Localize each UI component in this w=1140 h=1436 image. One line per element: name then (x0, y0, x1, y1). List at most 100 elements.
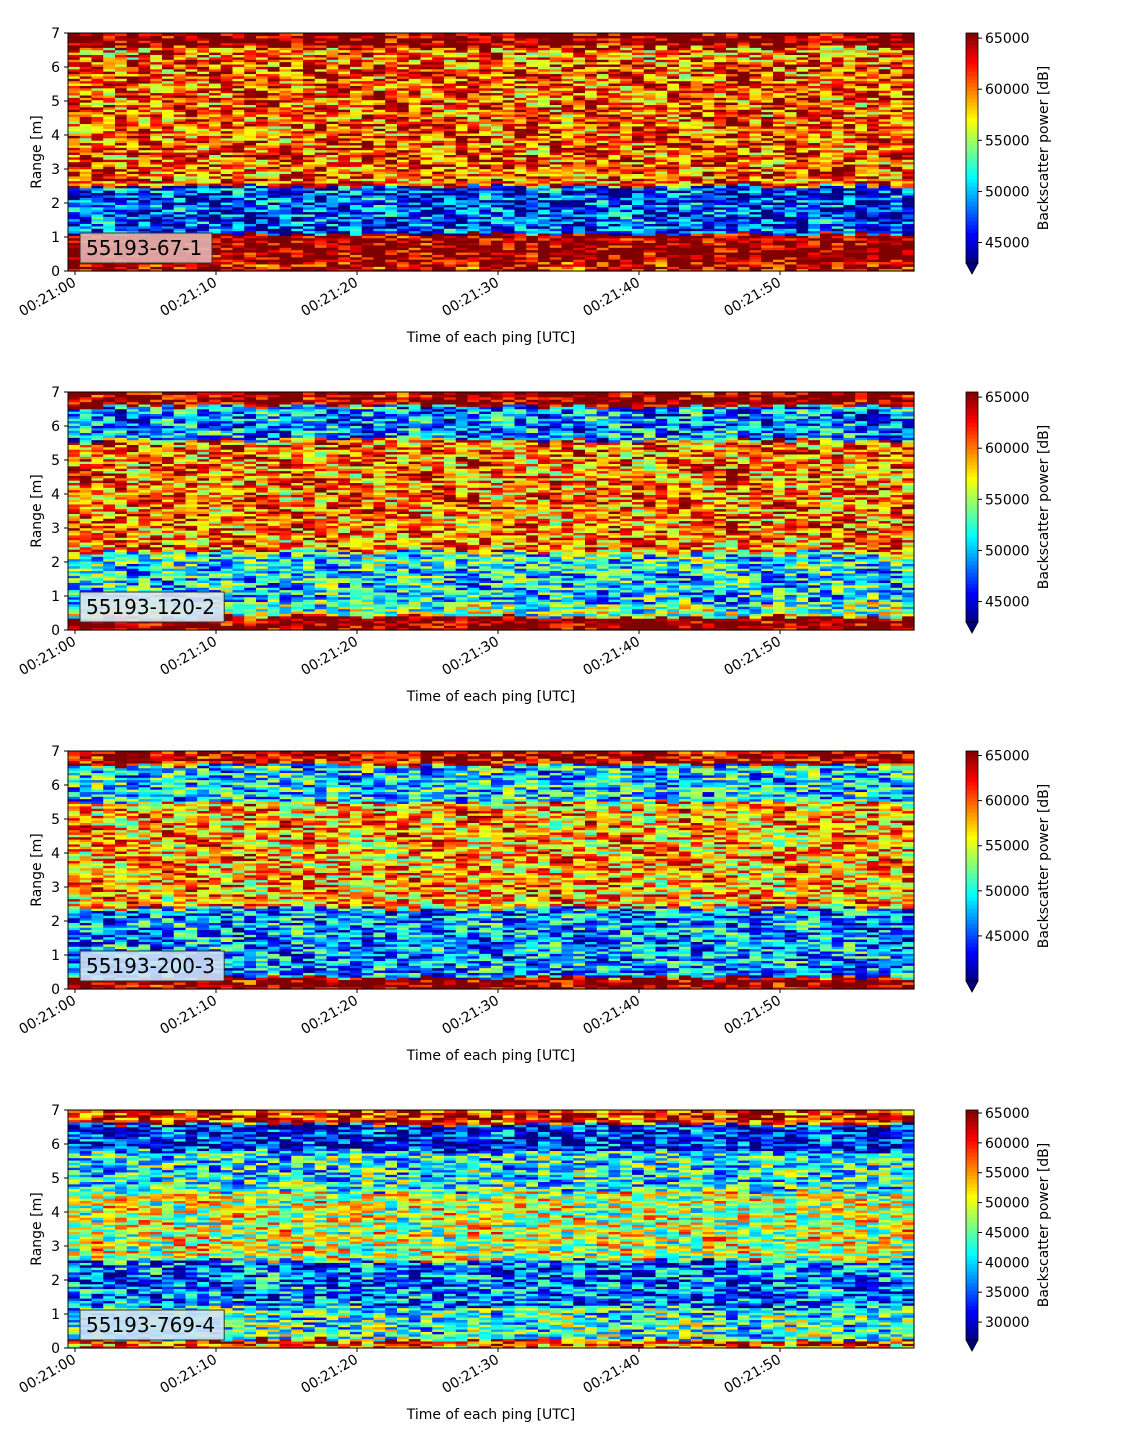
heatmap-cell (115, 47, 128, 51)
heatmap-cell (220, 142, 234, 146)
heatmap-cell (185, 71, 198, 75)
heatmap-cell (220, 140, 234, 144)
heatmap-cell (91, 73, 104, 77)
heatmap-cell (115, 213, 128, 217)
heatmap-cell (185, 135, 198, 139)
heatmap-cell (79, 166, 93, 170)
heatmap-cell (68, 201, 81, 205)
heatmap-cell (220, 166, 234, 170)
heatmap-cell (79, 225, 93, 229)
heatmap-cell (79, 106, 93, 110)
heatmap-cell (197, 59, 210, 63)
heatmap-cell (91, 80, 104, 84)
heatmap-cell (103, 221, 116, 224)
heatmap-cell (197, 144, 210, 148)
heatmap-cell (115, 209, 128, 213)
heatmap-cell (103, 61, 116, 65)
heatmap-cell (256, 221, 269, 224)
heatmap-cell (115, 80, 128, 84)
heatmap-cell (138, 187, 151, 191)
heatmap-cell (150, 102, 163, 105)
heatmap-cell (232, 49, 245, 53)
heatmap-cell (103, 182, 116, 186)
heatmap-cell (173, 90, 187, 94)
heatmap-cell (232, 159, 245, 163)
heatmap-cell (126, 87, 140, 91)
heatmap-cell (197, 182, 210, 186)
heatmap-cell (115, 42, 128, 46)
heatmap-cell (185, 201, 198, 205)
heatmap-cell (220, 221, 234, 224)
heatmap-cell (150, 118, 163, 122)
heatmap-cell (103, 102, 116, 105)
heatmap-cell (209, 109, 222, 113)
heatmap-cell (126, 66, 140, 70)
heatmap-cell (267, 92, 281, 96)
heatmap-cell (173, 190, 187, 194)
heatmap-cell (79, 80, 93, 84)
heatmap-cell (115, 144, 128, 148)
heatmap-cell (79, 71, 93, 75)
heatmap-cell (267, 256, 281, 260)
heatmap-cell (150, 206, 163, 210)
heatmap-cell (185, 42, 198, 46)
heatmap-cell (103, 175, 116, 179)
heatmap-cell (267, 52, 281, 56)
heatmap-cell (244, 102, 257, 105)
heatmap-cell (103, 106, 116, 110)
heatmap-cell (267, 75, 281, 79)
heatmap-cell (267, 44, 281, 48)
heatmap-cell (185, 73, 198, 77)
heatmap-cell (173, 206, 187, 210)
heatmap-cell (162, 147, 175, 151)
heatmap-cell (209, 259, 222, 263)
heatmap-cell (150, 111, 163, 115)
heatmap-cell (162, 197, 175, 201)
heatmap-cell (197, 73, 210, 77)
heatmap-cell (256, 44, 269, 48)
heatmap-cell (103, 82, 116, 86)
heatmap-cell (115, 116, 128, 120)
heatmap-cell (197, 268, 210, 272)
heatmap-cell (91, 82, 104, 86)
heatmap-cell (173, 106, 187, 110)
heatmap-cell (79, 73, 93, 77)
heatmap-cell (220, 121, 234, 125)
heatmap-cell (103, 159, 116, 163)
heatmap-cell (173, 54, 187, 58)
heatmap-cell (244, 190, 257, 194)
heatmap-cell (197, 113, 210, 117)
heatmap-cell (185, 197, 198, 201)
heatmap-cell (267, 123, 281, 127)
heatmap-cell (220, 225, 234, 229)
heatmap-cell (209, 35, 222, 39)
heatmap-cell (103, 68, 116, 72)
heatmap-cell (115, 187, 128, 191)
heatmap-cell (150, 175, 163, 179)
heatmap-cell (197, 204, 210, 208)
heatmap-cell (244, 106, 257, 110)
heatmap-cell (79, 35, 93, 39)
heatmap-cell (256, 218, 269, 222)
heatmap-cell (256, 63, 269, 67)
heatmap-cell (103, 59, 116, 63)
heatmap-cell (232, 232, 245, 236)
heatmap-cell (244, 199, 257, 203)
heatmap-cell (79, 171, 93, 175)
heatmap-cell (103, 35, 116, 39)
heatmap-cell (138, 168, 151, 172)
heatmap-cell (126, 263, 140, 267)
heatmap-cell (256, 56, 269, 60)
heatmap-cell (244, 175, 257, 179)
heatmap-cell (79, 40, 93, 44)
heatmap-cell (256, 92, 269, 96)
heatmap-cell (232, 175, 245, 179)
heatmap-cell (68, 235, 81, 239)
heatmap-cell (197, 66, 210, 70)
heatmap-cell (256, 230, 269, 234)
heatmap-cell (138, 152, 151, 155)
heatmap-cell (79, 99, 93, 103)
heatmap-cell (197, 221, 210, 224)
heatmap-cell (162, 63, 175, 67)
heatmap-cell (209, 113, 222, 117)
